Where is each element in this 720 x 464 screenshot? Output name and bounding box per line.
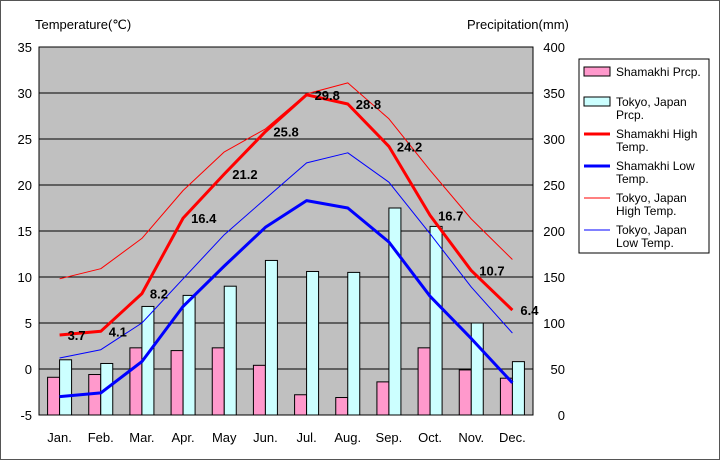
legend-label: Temp. — [616, 172, 649, 186]
y-left-tick-label: 30 — [18, 86, 32, 101]
y-left-tick-label: 5 — [25, 316, 32, 331]
y-right-axis-label: Precipitation(mm) — [467, 17, 569, 32]
data-label: 10.7 — [479, 264, 504, 279]
data-label: 21.2 — [232, 167, 257, 182]
bar — [182, 294, 196, 416]
bar — [211, 347, 225, 416]
bar — [223, 285, 237, 416]
legend-label: Tokyo, Japan — [616, 95, 687, 109]
y-right-tick-label: 350 — [543, 86, 565, 101]
x-tick-label: Dec. — [499, 430, 526, 445]
bar — [59, 359, 73, 416]
data-labels: 3.7 4.1 8.2 16.4 21.2 25.8 29.8 28.8 24.2 16.7 10.… — [68, 88, 540, 343]
data-label: 3.7 — [68, 328, 86, 343]
y-left-tick-label: 15 — [18, 224, 32, 239]
legend-label: Low Temp. — [616, 236, 674, 250]
legend-swatch — [583, 96, 611, 107]
bar — [129, 347, 143, 416]
legend-label: Tokyo, Japan — [616, 223, 687, 237]
legend-label: Shamakhi Prcp. — [616, 65, 701, 79]
data-label: 4.1 — [109, 324, 127, 339]
y-left-tick-label: 20 — [18, 178, 32, 193]
x-tick-label: Nov. — [458, 430, 484, 445]
legend-swatch — [583, 66, 611, 77]
data-label: 16.7 — [438, 208, 463, 223]
x-tick-label: Apr. — [172, 430, 195, 445]
bar — [335, 397, 349, 416]
bar — [417, 347, 431, 416]
bar — [347, 271, 361, 416]
x-tick-label: Feb. — [88, 430, 114, 445]
bar — [429, 225, 443, 416]
y-right-tick-label: 400 — [543, 40, 565, 55]
y-right-tick-label: 250 — [543, 178, 565, 193]
x-tick-label: Mar. — [129, 430, 154, 445]
series-line — [59, 93, 514, 337]
bar — [458, 369, 472, 416]
legend-label: Shamakhi High — [616, 127, 697, 141]
y-left-tick-label: 35 — [18, 40, 32, 55]
legend-label: Temp. — [616, 140, 649, 154]
x-tick-label: Aug. — [334, 430, 361, 445]
x-tick-label: Jun. — [253, 430, 278, 445]
y-right-tick-label: 200 — [543, 224, 565, 239]
y-left-tick-label: 10 — [18, 270, 32, 285]
data-label: 24.2 — [397, 139, 422, 154]
data-label: 6.4 — [520, 303, 539, 318]
x-tick-label: Jan. — [47, 430, 72, 445]
grid-lines — [39, 92, 533, 370]
line-series — [59, 82, 514, 399]
y-right-tick-label: 100 — [543, 316, 565, 331]
axis-ticks: 35 400 30 350 25 300 20 250 15 200 10 150 5 100 0 50 -5 0… — [18, 40, 565, 445]
x-tick-label: Jul. — [296, 430, 316, 445]
y-right-tick-label: 0 — [558, 408, 565, 423]
bar — [47, 376, 61, 416]
data-label: 28.8 — [356, 97, 381, 112]
x-tick-label: Oct. — [418, 430, 442, 445]
y-right-tick-label: 50 — [551, 362, 565, 377]
bar — [499, 377, 513, 416]
series-line — [59, 199, 514, 399]
y-left-axis-label: Temperature(℃) — [35, 17, 131, 32]
legend-label: Tokyo, Japan — [616, 191, 687, 205]
bar — [306, 270, 320, 416]
y-left-tick-label: 0 — [25, 362, 32, 377]
data-label: 29.8 — [315, 88, 340, 103]
legend-label: Shamakhi Low — [616, 159, 695, 173]
legend-label: High Temp. — [616, 204, 676, 218]
bar — [470, 322, 484, 416]
bar — [511, 361, 525, 416]
x-tick-label: Sep. — [376, 430, 403, 445]
series-line — [59, 152, 513, 359]
y-right-tick-label: 300 — [543, 132, 565, 147]
legend-label: Prcp. — [616, 108, 644, 122]
legend: Shamakhi Prcp.Tokyo, JapanPrcp.Shamakhi … — [578, 58, 710, 254]
data-label: 16.4 — [191, 211, 217, 226]
y-right-tick-label: 150 — [543, 270, 565, 285]
bar — [252, 364, 266, 416]
bar — [170, 350, 184, 416]
data-label: 8.2 — [150, 287, 168, 302]
bar — [376, 381, 390, 416]
y-left-tick-label: 25 — [18, 132, 32, 147]
x-tick-label: May — [212, 430, 237, 445]
bar — [388, 207, 402, 416]
data-label: 25.8 — [273, 125, 298, 140]
legend-box — [578, 58, 710, 254]
y-left-tick-label: -5 — [20, 408, 32, 423]
bar — [294, 394, 308, 416]
bar — [264, 259, 278, 416]
